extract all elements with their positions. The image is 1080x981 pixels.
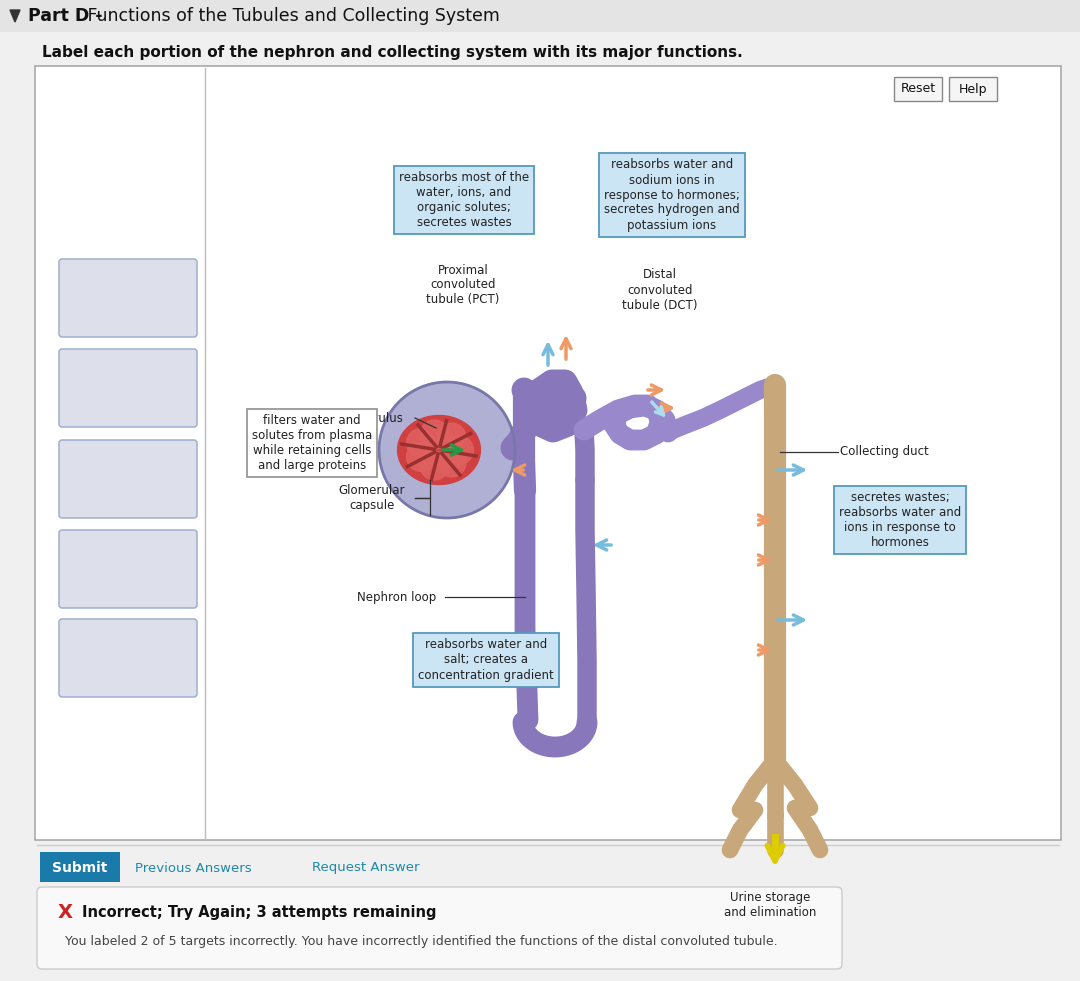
Text: Glomerular
capsule: Glomerular capsule [338, 484, 405, 512]
FancyBboxPatch shape [59, 530, 197, 608]
Text: Functions of the Tubules and Collecting System: Functions of the Tubules and Collecting … [82, 7, 500, 25]
Polygon shape [445, 436, 473, 464]
Text: Urine storage
and elimination: Urine storage and elimination [724, 891, 816, 919]
Text: Glomerulus: Glomerulus [335, 411, 403, 425]
Text: Collecting duct: Collecting duct [840, 445, 929, 458]
FancyBboxPatch shape [894, 77, 942, 101]
Text: secretes wastes;
reabsorbs water and
ions in response to
hormones: secretes wastes; reabsorbs water and ion… [839, 491, 961, 549]
Polygon shape [437, 423, 465, 452]
Text: Incorrect; Try Again; 3 attempts remaining: Incorrect; Try Again; 3 attempts remaini… [82, 904, 436, 919]
FancyBboxPatch shape [59, 349, 197, 427]
FancyBboxPatch shape [59, 259, 197, 337]
FancyBboxPatch shape [40, 852, 120, 882]
Polygon shape [379, 382, 515, 518]
Text: reabsorbs most of the
water, ions, and
organic solutes;
secretes wastes: reabsorbs most of the water, ions, and o… [399, 171, 529, 229]
Text: Request Answer: Request Answer [312, 861, 419, 874]
Text: Reset: Reset [901, 82, 935, 95]
Text: reabsorbs water and
sodium ions in
response to hormones;
secretes hydrogen and
p: reabsorbs water and sodium ions in respo… [604, 159, 740, 232]
Text: You labeled 2 of 5 targets incorrectly. You have incorrectly identified the func: You labeled 2 of 5 targets incorrectly. … [65, 936, 778, 949]
Polygon shape [420, 451, 449, 480]
Text: Part D -: Part D - [28, 7, 103, 25]
Text: Previous Answers: Previous Answers [135, 861, 252, 874]
Polygon shape [397, 416, 481, 485]
Text: X: X [57, 903, 72, 921]
Text: reabsorbs water and
salt; creates a
concentration gradient: reabsorbs water and salt; creates a conc… [418, 639, 554, 682]
FancyBboxPatch shape [59, 440, 197, 518]
Text: Submit: Submit [52, 861, 108, 875]
Text: Help: Help [959, 82, 987, 95]
FancyBboxPatch shape [59, 619, 197, 697]
Text: Proximal
convoluted
tubule (PCT): Proximal convoluted tubule (PCT) [427, 264, 500, 306]
Text: Distal
convoluted
tubule (DCT): Distal convoluted tubule (DCT) [622, 269, 698, 312]
Polygon shape [437, 448, 465, 477]
FancyBboxPatch shape [35, 66, 1061, 840]
Polygon shape [420, 420, 449, 448]
Text: Label each portion of the nephron and collecting system with its major functions: Label each portion of the nephron and co… [42, 44, 743, 60]
FancyBboxPatch shape [37, 887, 842, 969]
Text: filters water and
solutes from plasma
while retaining cells
and large proteins: filters water and solutes from plasma wh… [252, 414, 373, 472]
Polygon shape [406, 442, 435, 471]
Polygon shape [406, 429, 435, 457]
Text: Nephron loop: Nephron loop [356, 591, 436, 603]
Polygon shape [10, 10, 21, 22]
FancyBboxPatch shape [0, 0, 1080, 32]
FancyBboxPatch shape [949, 77, 997, 101]
